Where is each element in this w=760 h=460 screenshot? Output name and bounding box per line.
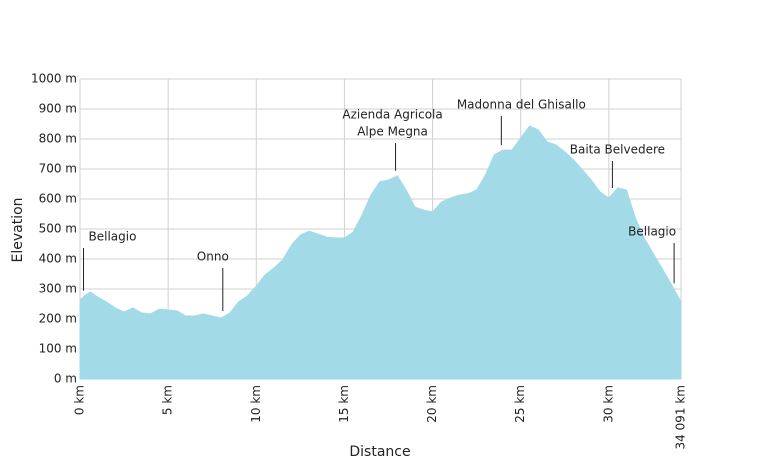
y-tick-label: 900 m: [39, 102, 77, 116]
annotation-label: Azienda Agricola: [342, 108, 442, 122]
plot: [79, 116, 682, 380]
annotation-label: Bellagio: [628, 225, 676, 239]
y-tick-label: 800 m: [39, 132, 77, 146]
y-tick-label: 1000 m: [31, 72, 77, 86]
x-tick-label: 30 km: [601, 385, 615, 423]
elevation-area: [79, 125, 682, 380]
y-tick-label: 300 m: [39, 282, 77, 296]
annotation-label: Madonna del Ghisallo: [457, 98, 586, 112]
x-axis-label: Distance: [349, 444, 410, 460]
x-tick-label: 10 km: [249, 385, 263, 423]
annotation-label: Baita Belvedere: [570, 143, 665, 157]
y-tick-label: 600 m: [39, 192, 77, 206]
x-tick-label: 20 km: [425, 385, 439, 423]
y-tick-label: 0 m: [54, 372, 77, 386]
y-tick-label: 200 m: [39, 312, 77, 326]
x-tick-label: 34 091 km: [674, 385, 688, 449]
annotation-label: Alpe Megna: [357, 125, 428, 139]
annotation-label: Bellagio: [89, 230, 137, 244]
y-tick-label: 100 m: [39, 342, 77, 356]
x-tick-label: 5 km: [161, 385, 175, 415]
x-tick-label: 25 km: [513, 385, 527, 423]
y-tick-label: 700 m: [39, 162, 77, 176]
y-tick-label: 500 m: [39, 222, 77, 236]
y-tick-label: 400 m: [39, 252, 77, 266]
x-tick-label: 0 km: [73, 385, 87, 415]
y-axis-label: Elevation: [10, 197, 26, 262]
annotation-label: Onno: [197, 250, 229, 264]
x-tick-label: 15 km: [337, 385, 351, 423]
